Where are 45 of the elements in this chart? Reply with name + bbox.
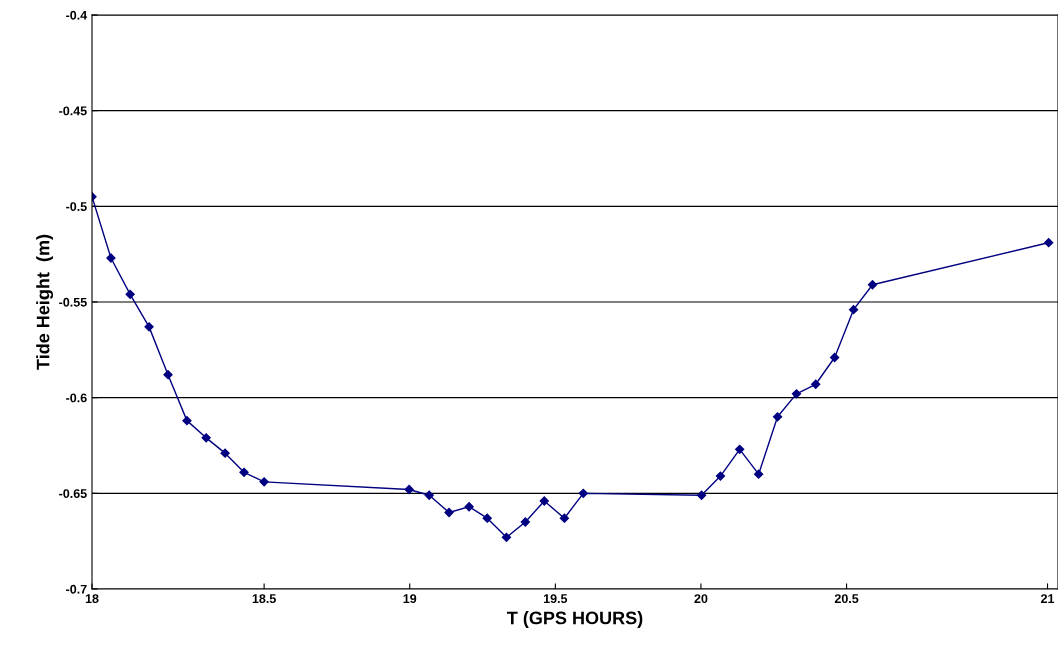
point xyxy=(753,469,764,479)
point xyxy=(1044,238,1054,248)
point xyxy=(482,513,492,523)
x-tick-label: 19.5 xyxy=(543,594,568,604)
y-tick-label: -0.55 xyxy=(59,297,87,307)
x-tick-label: 19 xyxy=(403,594,417,604)
point xyxy=(220,448,230,458)
point xyxy=(696,490,707,500)
point xyxy=(464,502,474,512)
x-tick-label: 18.5 xyxy=(252,594,276,604)
point xyxy=(811,379,821,389)
x-tick-label: 20 xyxy=(694,594,708,604)
point xyxy=(239,467,249,477)
point xyxy=(259,477,269,487)
point xyxy=(772,412,783,422)
y-tick-label: -0.5 xyxy=(66,202,87,211)
point xyxy=(444,507,454,518)
point xyxy=(520,517,530,527)
point xyxy=(125,289,135,299)
point xyxy=(501,532,512,542)
point xyxy=(735,444,745,454)
y-tick-label: -0.6 xyxy=(66,393,87,403)
x-tick-label: 21 xyxy=(1041,594,1055,603)
point xyxy=(848,305,859,315)
y-tick-label: -0.65 xyxy=(59,489,87,498)
y-tick-label: -0.7 xyxy=(66,584,87,594)
x-tick-label: 20.5 xyxy=(834,594,859,604)
point xyxy=(715,471,726,481)
y-tick-label: -0.4 xyxy=(66,10,88,20)
point xyxy=(867,280,878,290)
point xyxy=(424,490,434,500)
point xyxy=(830,352,840,363)
point xyxy=(163,370,173,380)
point xyxy=(404,484,414,495)
point xyxy=(791,389,802,399)
point xyxy=(144,322,154,332)
x-tick-label: 18 xyxy=(85,594,99,604)
point xyxy=(201,433,211,443)
point xyxy=(539,496,549,506)
point xyxy=(559,513,569,523)
point xyxy=(578,488,588,498)
y-axis-title: Tide Height (m) xyxy=(36,234,54,370)
y-tick-label: -0.45 xyxy=(59,106,87,116)
x-axis-title: T (GPS HOURS) xyxy=(506,611,643,628)
point xyxy=(182,416,192,426)
